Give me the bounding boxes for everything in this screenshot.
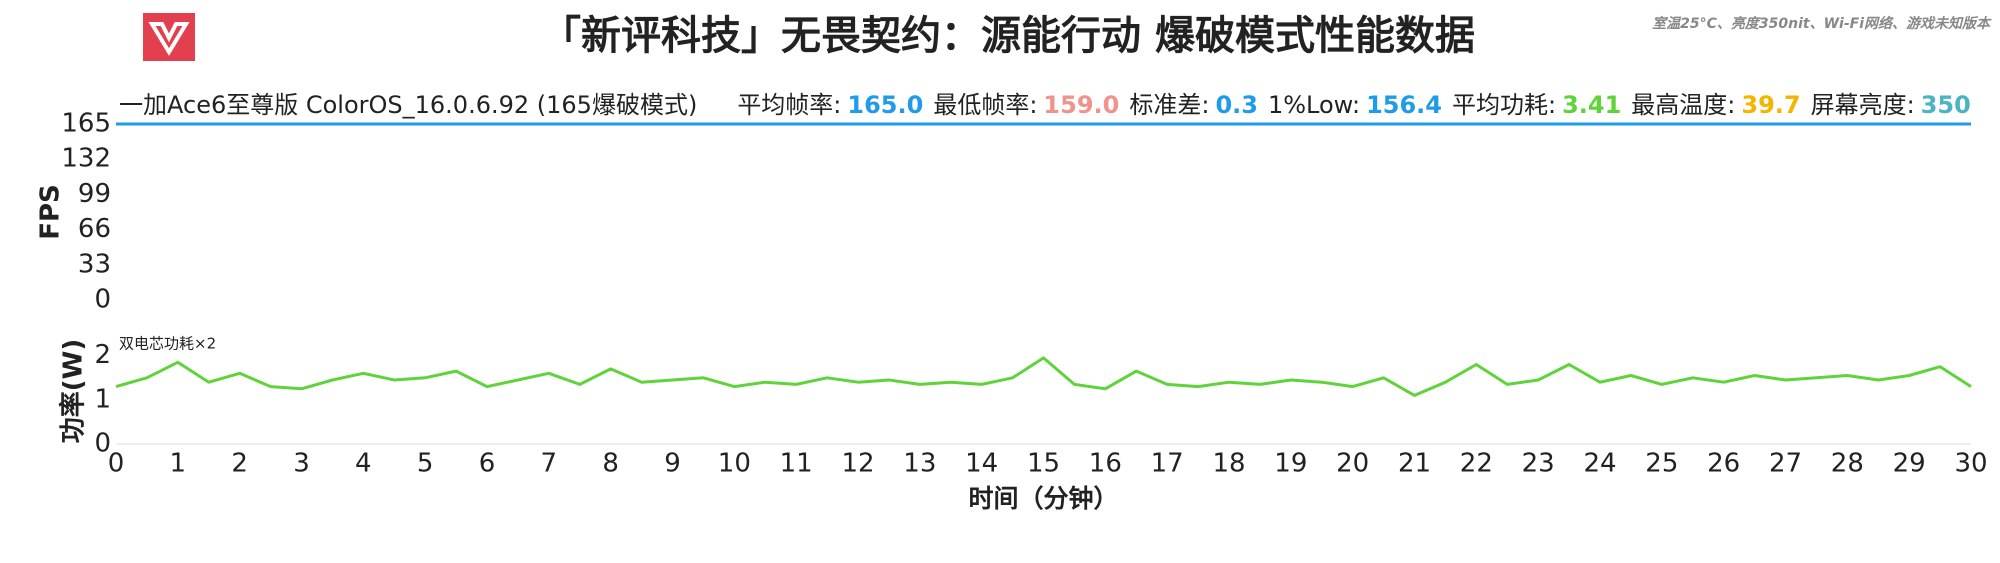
x-tick-label: 7 <box>541 449 558 479</box>
legend-line: 一加Ace6至尊版 ColorOS_16.0.6.92 (165爆破模式) 平均帧… <box>119 91 1971 119</box>
data-line <box>115 356 1972 397</box>
x-tick-label: 23 <box>1522 449 1555 479</box>
x-axis-label: 时间（分钟） <box>968 484 1118 513</box>
x-tick-label: 11 <box>780 449 813 479</box>
x-tick-label: 15 <box>1027 449 1060 479</box>
y-tick-label: 33 <box>78 249 111 279</box>
stat-label: 1%Low: <box>1268 91 1360 119</box>
x-tick-label: 8 <box>602 449 619 479</box>
x-tick-label: 17 <box>1151 449 1184 479</box>
x-tick-label: 6 <box>479 449 496 479</box>
y-tick-label: 1 <box>94 384 111 414</box>
stat-value: 165.0 <box>847 91 923 119</box>
stat-label: 最低帧率: <box>933 91 1037 119</box>
x-tick-label: 14 <box>965 449 998 479</box>
x-tick-label: 2 <box>231 449 248 479</box>
x-tick-label: 9 <box>664 449 681 479</box>
stat-label: 屏幕亮度: <box>1811 91 1915 119</box>
x-tick-label: 13 <box>903 449 936 479</box>
x-tick-label: 12 <box>841 449 874 479</box>
stat-value: 0.3 <box>1215 91 1258 119</box>
subtitle: 室温25°C、亮度350nit、Wi-Fi网络、游戏未知版本 <box>1652 15 1992 32</box>
x-tick-label: 26 <box>1707 449 1740 479</box>
x-tick-label: 29 <box>1893 449 1926 479</box>
y-tick-label: 165 <box>61 109 111 139</box>
x-tick-label: 27 <box>1769 449 1802 479</box>
stat-label: 标准差: <box>1129 91 1209 119</box>
x-tick-label: 18 <box>1212 449 1245 479</box>
y-tick-label: 132 <box>61 144 111 174</box>
x-tick-label: 5 <box>417 449 434 479</box>
stat-value: 3.41 <box>1562 91 1621 119</box>
x-tick-label: 1 <box>170 449 187 479</box>
stat-label: 最高温度: <box>1631 91 1735 119</box>
x-tick-label: 4 <box>355 449 372 479</box>
device: 一加Ace6至尊版 ColorOS_16.0.6.92 (165爆破模式) <box>119 91 697 119</box>
y-tick-label: 2 <box>94 340 111 370</box>
y-tick-label: 66 <box>78 214 111 244</box>
x-tick-label: 3 <box>293 449 310 479</box>
annotation: 双电芯功耗×2 <box>119 335 216 353</box>
x-tick-label: 21 <box>1398 449 1431 479</box>
stat-value: 350 <box>1921 91 1971 119</box>
x-tick-label: 20 <box>1336 449 1369 479</box>
y-axis-label: 功率(W) <box>58 339 89 443</box>
logo <box>143 13 195 61</box>
x-tick-label: 28 <box>1831 449 1864 479</box>
x-tick-label: 19 <box>1274 449 1307 479</box>
stat-label: 平均帧率: <box>737 91 841 119</box>
y-axis-label: FPS <box>36 184 66 240</box>
x-tick-label: 0 <box>108 449 125 479</box>
x-tick-label: 10 <box>718 449 751 479</box>
stat-value: 159.0 <box>1043 91 1119 119</box>
y-tick-label: 99 <box>78 179 111 209</box>
stat-value: 39.7 <box>1741 91 1800 119</box>
stat-value: 156.4 <box>1366 91 1442 119</box>
x-tick-label: 16 <box>1089 449 1122 479</box>
y-tick-label: 0 <box>94 429 111 459</box>
title: 「新评科技」无畏契约：源能行动 爆破模式性能数据 <box>541 13 1475 59</box>
x-tick-label: 25 <box>1645 449 1678 479</box>
y-tick-label: 0 <box>94 285 111 315</box>
x-tick-label: 30 <box>1954 449 1987 479</box>
x-tick-label: 22 <box>1460 449 1493 479</box>
stat-label: 平均功耗: <box>1452 91 1556 119</box>
x-tick-label: 24 <box>1583 449 1616 479</box>
